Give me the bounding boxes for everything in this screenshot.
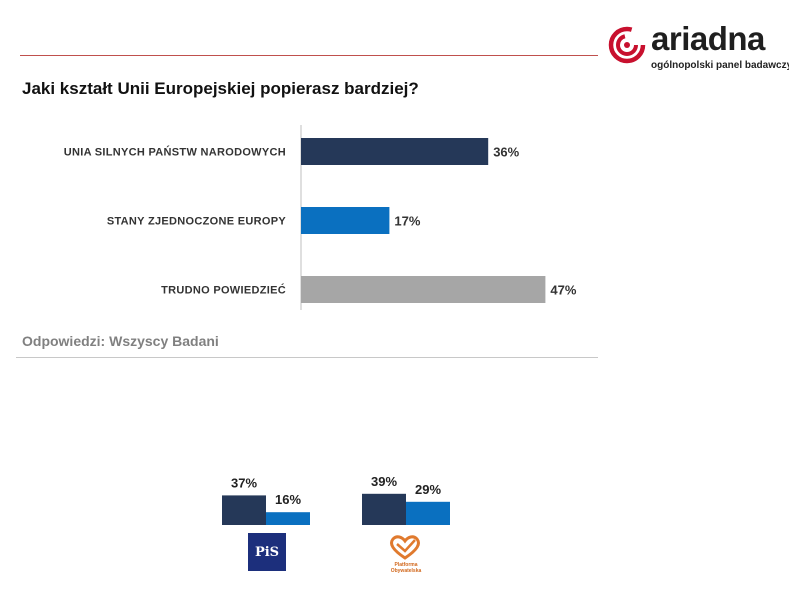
- category-label: STANY ZJEDNOCZONE EUROPY: [107, 216, 287, 228]
- bar: [301, 276, 546, 303]
- value-label: 29%: [415, 482, 441, 497]
- bar: [406, 501, 450, 525]
- pis-logo-text: PiS: [254, 544, 280, 560]
- value-label: 47%: [550, 283, 576, 298]
- value-label: 36%: [493, 145, 519, 160]
- respondents-note: Odpowiedzi: Wszyscy Badani: [22, 333, 219, 349]
- pis-logo: PiS: [248, 533, 286, 571]
- bar: [222, 495, 266, 525]
- bar: [301, 138, 489, 165]
- brand-tagline: ogólnopolski panel badawczy: [651, 60, 789, 71]
- value-label: 39%: [371, 474, 397, 489]
- header-divider: [20, 55, 598, 56]
- section-divider: [16, 357, 598, 358]
- ariadna-spiral-icon: [608, 26, 646, 64]
- bar: [266, 512, 310, 525]
- party-bar-chart: 37% 16% 39% 29%: [222, 474, 450, 525]
- bar: [301, 207, 390, 234]
- value-label: 17%: [394, 214, 420, 229]
- ariadna-logo: ariadna ogólnopolski panel badawczy: [608, 20, 789, 72]
- category-label: UNIA SILNYCH PAŃSTW NARODOWYCH: [64, 146, 286, 159]
- value-label: 16%: [275, 492, 301, 507]
- bar: [362, 493, 406, 525]
- po-logo: Platforma Obywatelska: [383, 532, 427, 576]
- po-heart-icon: [390, 535, 420, 560]
- category-label: TRUDNO POWIEDZIEĆ: [161, 284, 286, 297]
- value-label: 37%: [231, 475, 257, 490]
- po-logo-text: Platforma Obywatelska: [390, 562, 422, 574]
- chart-question: Jaki kształt Unii Europejskiej popierasz…: [22, 79, 419, 98]
- main-bar-chart: UNIA SILNYCH PAŃSTW NARODOWYCH 36% STANY Z…: [64, 125, 577, 310]
- brand-name: ariadna: [651, 20, 765, 57]
